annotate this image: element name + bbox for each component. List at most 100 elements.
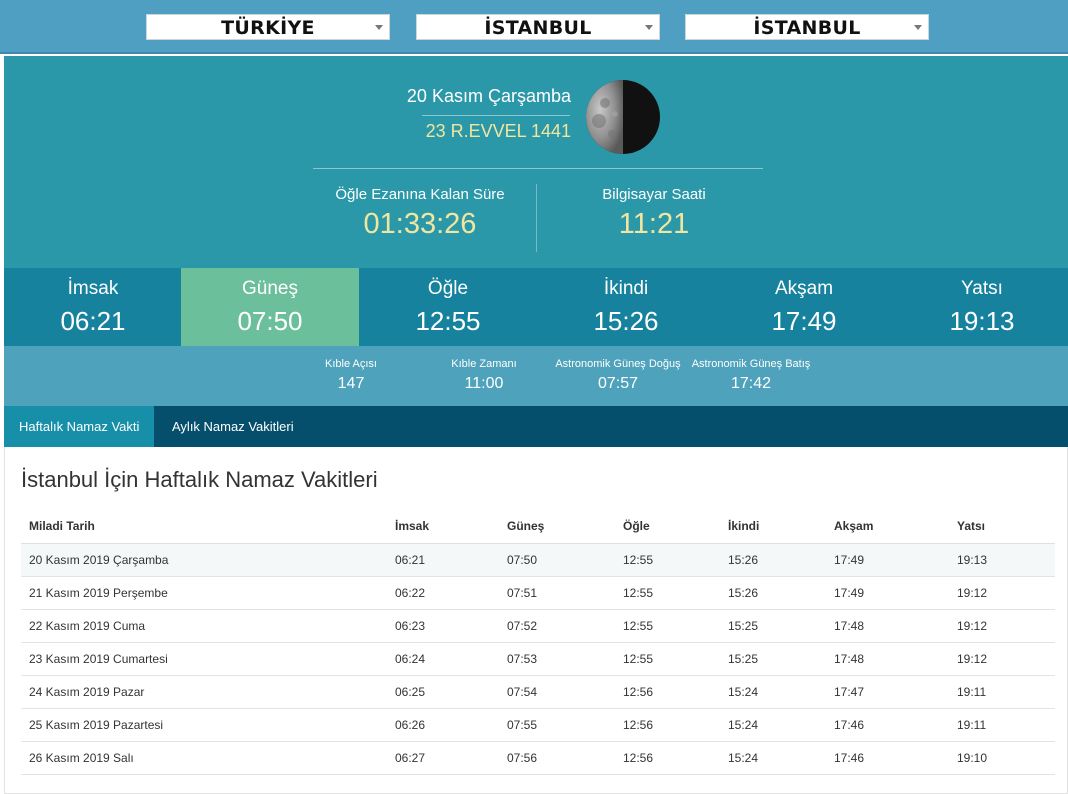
prayer-time-ogle: Öğle 12:55	[359, 268, 537, 346]
table-cell: 19:13	[949, 543, 1055, 577]
countdown-value: 01:33:26	[363, 208, 477, 240]
district-select[interactable]: İSTANBUL	[685, 14, 929, 40]
table-cell: 07:50	[499, 543, 615, 577]
astronomical-sunset: Astronomik Güneş Batış 17:42	[676, 346, 826, 393]
table-cell: 15:25	[720, 609, 826, 643]
panel-vertical-divider	[536, 184, 537, 252]
panel-divider	[313, 168, 763, 169]
table-cell: 06:24	[387, 642, 499, 676]
table-cell: 12:56	[615, 675, 720, 709]
tab-bar: Haftalık Namaz Vakti Aylık Namaz Vakitle…	[4, 406, 1068, 447]
prayer-name: İkindi	[603, 278, 649, 299]
table-cell: 17:48	[826, 609, 949, 643]
table-cell: 17:46	[826, 741, 949, 775]
prayer-time-imsak: İmsak 06:21	[4, 268, 182, 346]
table-cell: 12:55	[615, 642, 720, 676]
column-header: Miladi Tarih	[21, 509, 387, 544]
chevron-down-icon	[375, 25, 383, 30]
table-cell: 12:56	[615, 708, 720, 742]
prayer-time: 06:21	[60, 306, 126, 336]
table-cell: 20 Kasım 2019 Çarşamba	[21, 543, 387, 577]
column-header: İkindi	[720, 509, 826, 544]
table-cell: 24 Kasım 2019 Pazar	[21, 675, 387, 709]
table-cell: 17:49	[826, 543, 949, 577]
countdown-label: Öğle Ezanına Kalan Süre	[335, 186, 505, 203]
chevron-down-icon	[914, 25, 922, 30]
prayer-name: Akşam	[774, 278, 834, 299]
table-row: 24 Kasım 2019 Pazar 06:25 07:54 12:56 15…	[21, 675, 1055, 709]
table-cell: 15:25	[720, 642, 826, 676]
weekly-title: İstanbul İçin Haftalık Namaz Vakitleri	[21, 467, 378, 492]
prayer-time-aksam: Akşam 17:49	[715, 268, 893, 346]
province-select[interactable]: İSTANBUL	[416, 14, 660, 40]
table-row: 26 Kasım 2019 Salı 06:27 07:56 12:56 15:…	[21, 741, 1055, 775]
column-header: Yatsı	[949, 509, 1055, 544]
gregorian-date: 20 Kasım Çarşamba	[406, 86, 571, 106]
prayer-time-gunes: Güneş 07:50	[181, 268, 359, 346]
extra-label: Astronomik Güneş Doğuş	[555, 358, 681, 370]
qibla-angle: Kıble Açısı 147	[276, 346, 426, 393]
qibla-time: Kıble Zamanı 11:00	[409, 346, 559, 393]
table-cell: 17:47	[826, 675, 949, 709]
extra-value: 07:57	[597, 375, 639, 392]
table-cell: 12:55	[615, 543, 720, 577]
table-cell: 22 Kasım 2019 Cuma	[21, 609, 387, 643]
moon-phase-icon	[586, 80, 660, 154]
table-cell: 07:52	[499, 609, 615, 643]
country-select[interactable]: TÜRKİYE	[146, 14, 390, 40]
table-cell: 06:27	[387, 741, 499, 775]
prayer-name: Yatsı	[961, 278, 1003, 299]
table-row: 23 Kasım 2019 Cumartesi 06:24 07:53 12:5…	[21, 642, 1055, 676]
table-cell: 19:12	[949, 642, 1055, 676]
table-cell: 19:12	[949, 609, 1055, 643]
extra-value: 11:00	[464, 375, 504, 392]
extra-value: 147	[337, 375, 365, 392]
prayer-time: 07:50	[237, 306, 303, 336]
prayer-time-yatsi: Yatsı 19:13	[893, 268, 1068, 346]
date-divider	[422, 115, 570, 116]
table-row: 20 Kasım 2019 Çarşamba 06:21 07:50 12:55…	[21, 543, 1055, 577]
table-cell: 19:12	[949, 576, 1055, 610]
prayer-name: Öğle	[427, 278, 469, 299]
prayer-time-ikindi: İkindi 15:26	[537, 268, 715, 346]
table-cell: 15:26	[720, 543, 826, 577]
hijri-date: 23 R.EVVEL 1441	[425, 121, 571, 141]
table-cell: 07:51	[499, 576, 615, 610]
table-row: 22 Kasım 2019 Cuma 06:23 07:52 12:55 15:…	[21, 609, 1055, 643]
table-cell: 15:24	[720, 675, 826, 709]
table-cell: 26 Kasım 2019 Salı	[21, 741, 387, 775]
table-cell: 15:26	[720, 576, 826, 610]
table-cell: 06:21	[387, 543, 499, 577]
table-cell: 12:55	[615, 609, 720, 643]
table-cell: 21 Kasım 2019 Perşembe	[21, 576, 387, 610]
prayer-times-bar: İmsak 06:21 Güneş 07:50 Öğle 12:55 İkind…	[4, 268, 1068, 346]
table-cell: 07:54	[499, 675, 615, 709]
chevron-down-icon	[645, 25, 653, 30]
table-cell: 17:46	[826, 708, 949, 742]
prayer-time: 19:13	[949, 306, 1015, 336]
table-cell: 12:55	[615, 576, 720, 610]
table-cell: 23 Kasım 2019 Cumartesi	[21, 642, 387, 676]
clock-label: Bilgisayar Saati	[602, 186, 706, 203]
tab-weekly[interactable]: Haftalık Namaz Vakti	[4, 406, 155, 447]
prayer-time: 17:49	[771, 306, 837, 336]
extra-label: Kıble Açısı	[325, 358, 377, 370]
table-cell: 12:56	[615, 741, 720, 775]
table-cell: 06:25	[387, 675, 499, 709]
country-select-value: TÜRKİYE	[221, 17, 315, 39]
table-cell: 19:10	[949, 741, 1055, 775]
prayer-time: 15:26	[593, 306, 659, 336]
extra-info-bar: Kıble Açısı 147 Kıble Zamanı 11:00 Astro…	[4, 346, 1068, 406]
extra-value: 17:42	[730, 375, 772, 392]
prayer-name: Güneş	[242, 278, 298, 299]
weekly-table: Miladi Tarih İmsak Güneş Öğle İkindi Akş…	[21, 509, 1055, 775]
table-cell: 06:22	[387, 576, 499, 610]
clock-value: 11:21	[618, 208, 690, 240]
table-cell: 07:55	[499, 708, 615, 742]
tab-monthly[interactable]: Aylık Namaz Vakitleri	[172, 419, 294, 434]
table-cell: 07:53	[499, 642, 615, 676]
astronomical-sunrise: Astronomik Güneş Doğuş 07:57	[543, 346, 693, 393]
table-cell: 06:26	[387, 708, 499, 742]
column-header: Öğle	[615, 509, 720, 544]
table-cell: 19:11	[949, 708, 1055, 742]
